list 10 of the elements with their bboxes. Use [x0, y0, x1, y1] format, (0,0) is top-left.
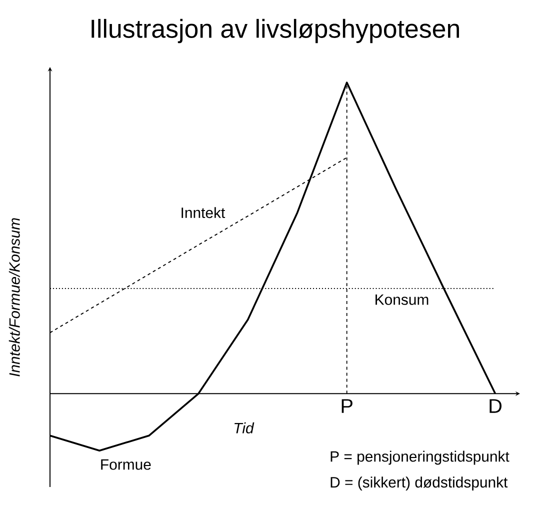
series-label: Konsum	[376, 294, 428, 305]
text: P = pensjoneringstidspunkt	[330, 450, 510, 465]
y-axis-title: Inntekt/Formue/Konsum	[8, 218, 20, 376]
series-label: Inntekt	[182, 207, 226, 218]
x-tick-label: P	[342, 399, 352, 413]
series-label: Formue	[101, 459, 151, 470]
text: D = (sikkert) dødstidspunkt	[330, 476, 508, 491]
chart-title: Illustrasjon av livsløpshypotesen	[92, 18, 459, 44]
x-axis-title: Tid	[234, 422, 254, 434]
x-tick-label: D	[490, 399, 502, 413]
